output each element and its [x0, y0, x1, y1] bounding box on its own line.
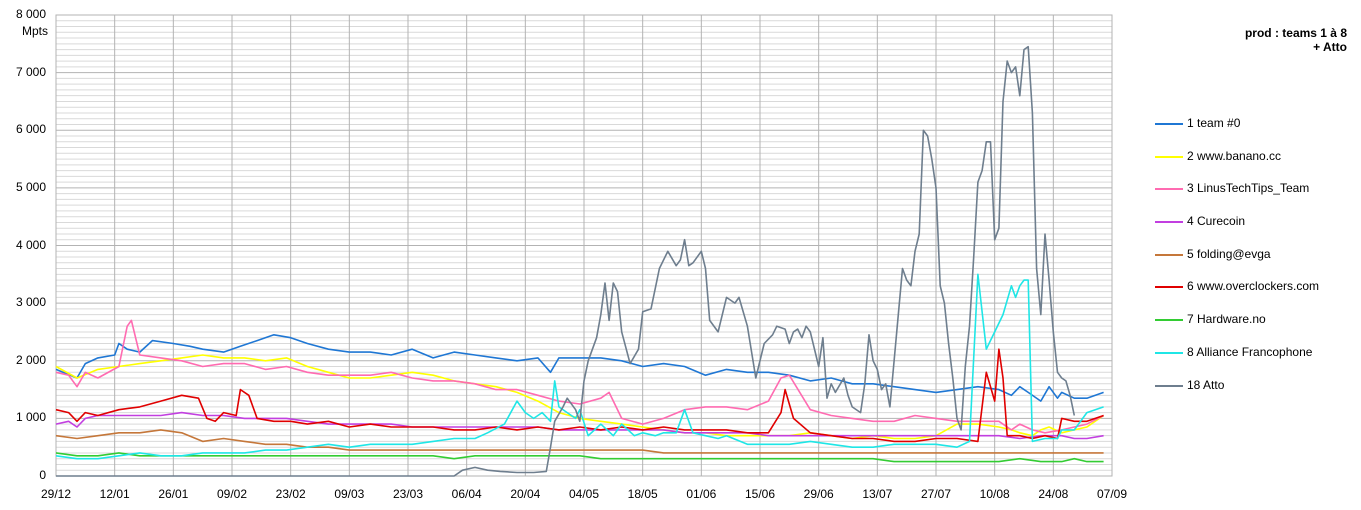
grid-layer	[55, 14, 1113, 477]
legend-swatch	[1155, 188, 1183, 191]
legend-swatch	[1155, 351, 1183, 354]
series-line-8	[55, 273, 1104, 460]
legend-swatch	[1155, 221, 1183, 224]
legend-swatch	[1155, 319, 1183, 322]
legend-label: 7 Hardware.no	[1187, 312, 1266, 327]
series-line-6	[55, 348, 1104, 443]
legend-label: 3 LinusTechTips_Team	[1187, 181, 1310, 196]
legend-label: 1 team #0	[1187, 116, 1241, 130]
legend-swatch	[1155, 123, 1183, 125]
y-axis-label: Mpts	[21, 24, 48, 38]
legend-item: 3 LinusTechTips_Team	[1155, 181, 1355, 214]
legend-swatch	[1155, 253, 1183, 256]
chart-title: prod : teams 1 à 8 + Atto	[1244, 26, 1347, 54]
series-line-4	[55, 411, 1104, 440]
legend-item: 4 Curecoin	[1155, 214, 1355, 247]
legend-label: 18 Atto	[1187, 377, 1225, 392]
legend-label: 8 Alliance Francophone	[1187, 344, 1313, 359]
legend-swatch	[1155, 384, 1183, 387]
legend-label: 4 Curecoin	[1187, 214, 1246, 229]
legend-item: 7 Hardware.no	[1155, 312, 1355, 345]
legend-label: 2 www.banano.cc	[1187, 148, 1282, 163]
legend-item: 2 www.banano.cc	[1155, 149, 1355, 182]
legend-item: 5 folding@evga	[1155, 247, 1355, 280]
legend-label: 5 folding@evga	[1187, 246, 1271, 261]
legend-item: 6 www.overclockers.com	[1155, 279, 1355, 312]
legend: 1 team #0 2 www.banano.cc 3 LinusTechTips_…	[1155, 116, 1355, 410]
legend-item: 1 team #0	[1155, 116, 1355, 149]
series-line-7	[55, 452, 1104, 463]
series-line-3	[55, 319, 1104, 434]
series-layer	[55, 45, 1105, 477]
legend-item: 18 Atto	[1155, 378, 1355, 411]
legend-swatch	[1155, 155, 1183, 158]
legend-item: 8 Alliance Francophone	[1155, 345, 1355, 378]
plot-frame	[55, 14, 1113, 477]
series-line-9	[56, 45, 1076, 477]
legend-swatch	[1155, 286, 1183, 289]
series-line-5	[55, 429, 1104, 454]
legend-label: 6 www.overclockers.com	[1187, 279, 1320, 294]
